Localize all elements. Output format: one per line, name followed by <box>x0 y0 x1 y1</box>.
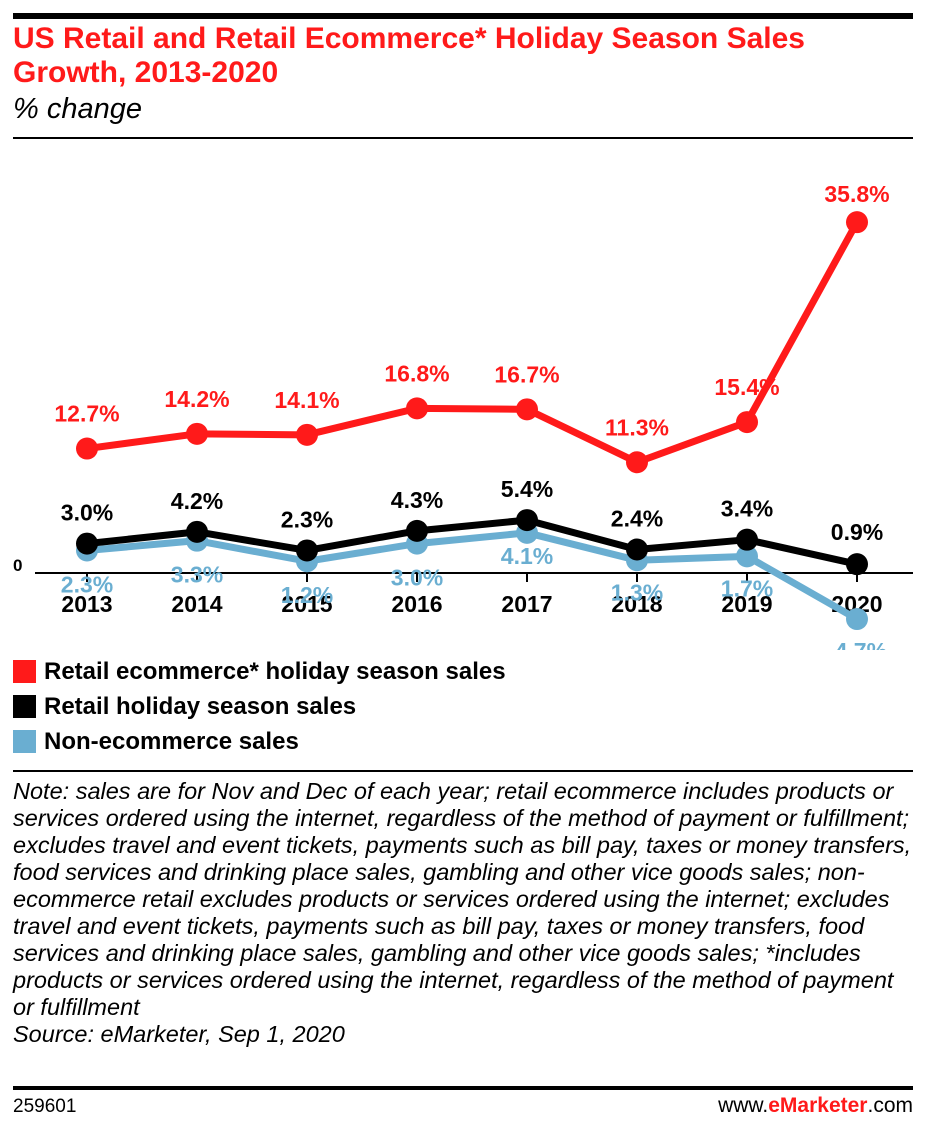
data-label-non-ecommerce-sales-2020: -4.7% <box>827 638 887 650</box>
data-label-retail-holiday-season-sales-2015: 2.3% <box>281 506 333 532</box>
data-point-retail-ecommerce-holiday-season-sales-2016 <box>406 397 428 420</box>
legend-label-non-ecommerce: Non-ecommerce sales <box>44 727 299 755</box>
data-label-non-ecommerce-sales-2017: 4.1% <box>501 543 553 569</box>
series-line-non-ecommerce-sales <box>83 529 861 623</box>
legend-label-retail-ecommerce: Retail ecommerce* holiday season sales <box>44 657 506 685</box>
data-label-retail-holiday-season-sales-2020: 0.9% <box>831 519 883 545</box>
data-point-retail-ecommerce-holiday-season-sales-2013 <box>76 437 98 460</box>
data-label-non-ecommerce-sales-2015: 1.2% <box>281 582 333 608</box>
data-point-retail-ecommerce-holiday-season-sales-2014 <box>186 422 208 445</box>
x-tick-label-2017: 2017 <box>501 591 552 617</box>
data-point-retail-holiday-season-sales-2018 <box>626 538 648 561</box>
data-label-non-ecommerce-sales-2014: 3.3% <box>171 562 223 588</box>
data-point-retail-ecommerce-holiday-season-sales-2017 <box>516 398 538 421</box>
data-label-non-ecommerce-sales-2016: 3.0% <box>391 565 443 591</box>
x-tick-label-2014: 2014 <box>171 591 222 617</box>
note-text: Note: sales are for Nov and Dec of each … <box>13 778 912 1020</box>
chart-id: 259601 <box>13 1096 77 1117</box>
x-tick-label-2016: 2016 <box>391 591 442 617</box>
data-point-retail-holiday-season-sales-2019 <box>736 528 758 551</box>
brand-prefix: www. <box>718 1094 769 1117</box>
chart-notes: Note: sales are for Nov and Dec of each … <box>13 778 918 1048</box>
data-label-retail-holiday-season-sales-2018: 2.4% <box>611 505 663 531</box>
header-divider <box>13 137 913 139</box>
chart-title: US Retail and Retail Ecommerce* Holiday … <box>13 22 805 89</box>
data-label-retail-holiday-season-sales-2017: 5.4% <box>501 476 553 502</box>
data-point-retail-ecommerce-holiday-season-sales-2019 <box>736 411 758 434</box>
data-point-retail-ecommerce-holiday-season-sales-2020 <box>846 211 868 234</box>
legend-swatch-non-ecommerce <box>13 730 36 753</box>
data-point-non-ecommerce-sales-2019 <box>736 545 758 568</box>
data-point-retail-holiday-season-sales-2020 <box>846 553 868 576</box>
x-tick-label-2015: 2015 <box>281 591 332 617</box>
top-rule <box>13 13 913 19</box>
legend-item-non-ecommerce: Non-ecommerce sales <box>13 724 506 759</box>
brand-name: eMarketer <box>768 1094 868 1117</box>
legend-swatch-retail-holiday <box>13 695 36 718</box>
data-label-retail-ecommerce-holiday-season-sales-2014: 14.2% <box>164 386 229 412</box>
x-tick-label-2019: 2019 <box>721 591 772 617</box>
chart-subtitle: % change <box>13 93 142 125</box>
zero-tick-label: 0 <box>13 556 22 575</box>
data-label-non-ecommerce-sales-2019: 1.7% <box>721 575 773 601</box>
data-label-retail-holiday-season-sales-2019: 3.4% <box>721 496 773 522</box>
data-point-retail-holiday-season-sales-2016 <box>406 519 428 542</box>
data-label-non-ecommerce-sales-2018: 1.3% <box>611 579 663 605</box>
data-label-retail-ecommerce-holiday-season-sales-2018: 11.3% <box>605 414 669 440</box>
data-label-retail-ecommerce-holiday-season-sales-2013: 12.7% <box>54 401 119 427</box>
series-line-retail-holiday-season-sales <box>83 516 861 568</box>
legend-label-retail-holiday: Retail holiday season sales <box>44 692 357 720</box>
data-point-retail-holiday-season-sales-2017 <box>516 509 538 532</box>
legend-item-retail-ecommerce: Retail ecommerce* holiday season sales <box>13 654 506 689</box>
notes-divider <box>13 770 913 772</box>
data-point-retail-ecommerce-holiday-season-sales-2018 <box>626 451 648 474</box>
data-label-retail-holiday-season-sales-2013: 3.0% <box>61 500 113 526</box>
brand-link[interactable]: www.eMarketer.com <box>718 1094 913 1118</box>
source-text: Source: eMarketer, Sep 1, 2020 <box>13 1021 345 1047</box>
legend-swatch-retail-ecommerce <box>13 660 36 683</box>
data-label-retail-ecommerce-holiday-season-sales-2016: 16.8% <box>384 360 449 386</box>
legend-item-retail-holiday: Retail holiday season sales <box>13 689 506 724</box>
data-label-retail-ecommerce-holiday-season-sales-2020: 35.8% <box>824 181 889 207</box>
data-point-retail-holiday-season-sales-2015 <box>296 539 318 562</box>
data-point-retail-holiday-season-sales-2013 <box>76 532 98 555</box>
data-label-retail-ecommerce-holiday-season-sales-2015: 14.1% <box>274 387 339 413</box>
data-label-retail-ecommerce-holiday-season-sales-2019: 15.4% <box>714 374 779 400</box>
data-label-retail-holiday-season-sales-2014: 4.2% <box>171 488 223 514</box>
data-label-non-ecommerce-sales-2013: 2.3% <box>61 571 113 597</box>
chart-legend: Retail ecommerce* holiday season sales R… <box>13 654 506 759</box>
data-point-non-ecommerce-sales-2020 <box>846 608 868 631</box>
data-label-retail-ecommerce-holiday-season-sales-2017: 16.7% <box>494 361 559 387</box>
x-tick-label-2013: 2013 <box>61 591 112 617</box>
footer-rule <box>13 1086 913 1090</box>
brand-suffix: .com <box>867 1094 913 1117</box>
x-tick-label-2018: 2018 <box>611 591 662 617</box>
data-point-retail-holiday-season-sales-2014 <box>186 520 208 543</box>
series-line-retail-ecommerce-holiday-season-sales <box>83 218 861 466</box>
data-point-retail-ecommerce-holiday-season-sales-2015 <box>296 423 318 446</box>
data-label-retail-holiday-season-sales-2016: 4.3% <box>391 487 443 513</box>
